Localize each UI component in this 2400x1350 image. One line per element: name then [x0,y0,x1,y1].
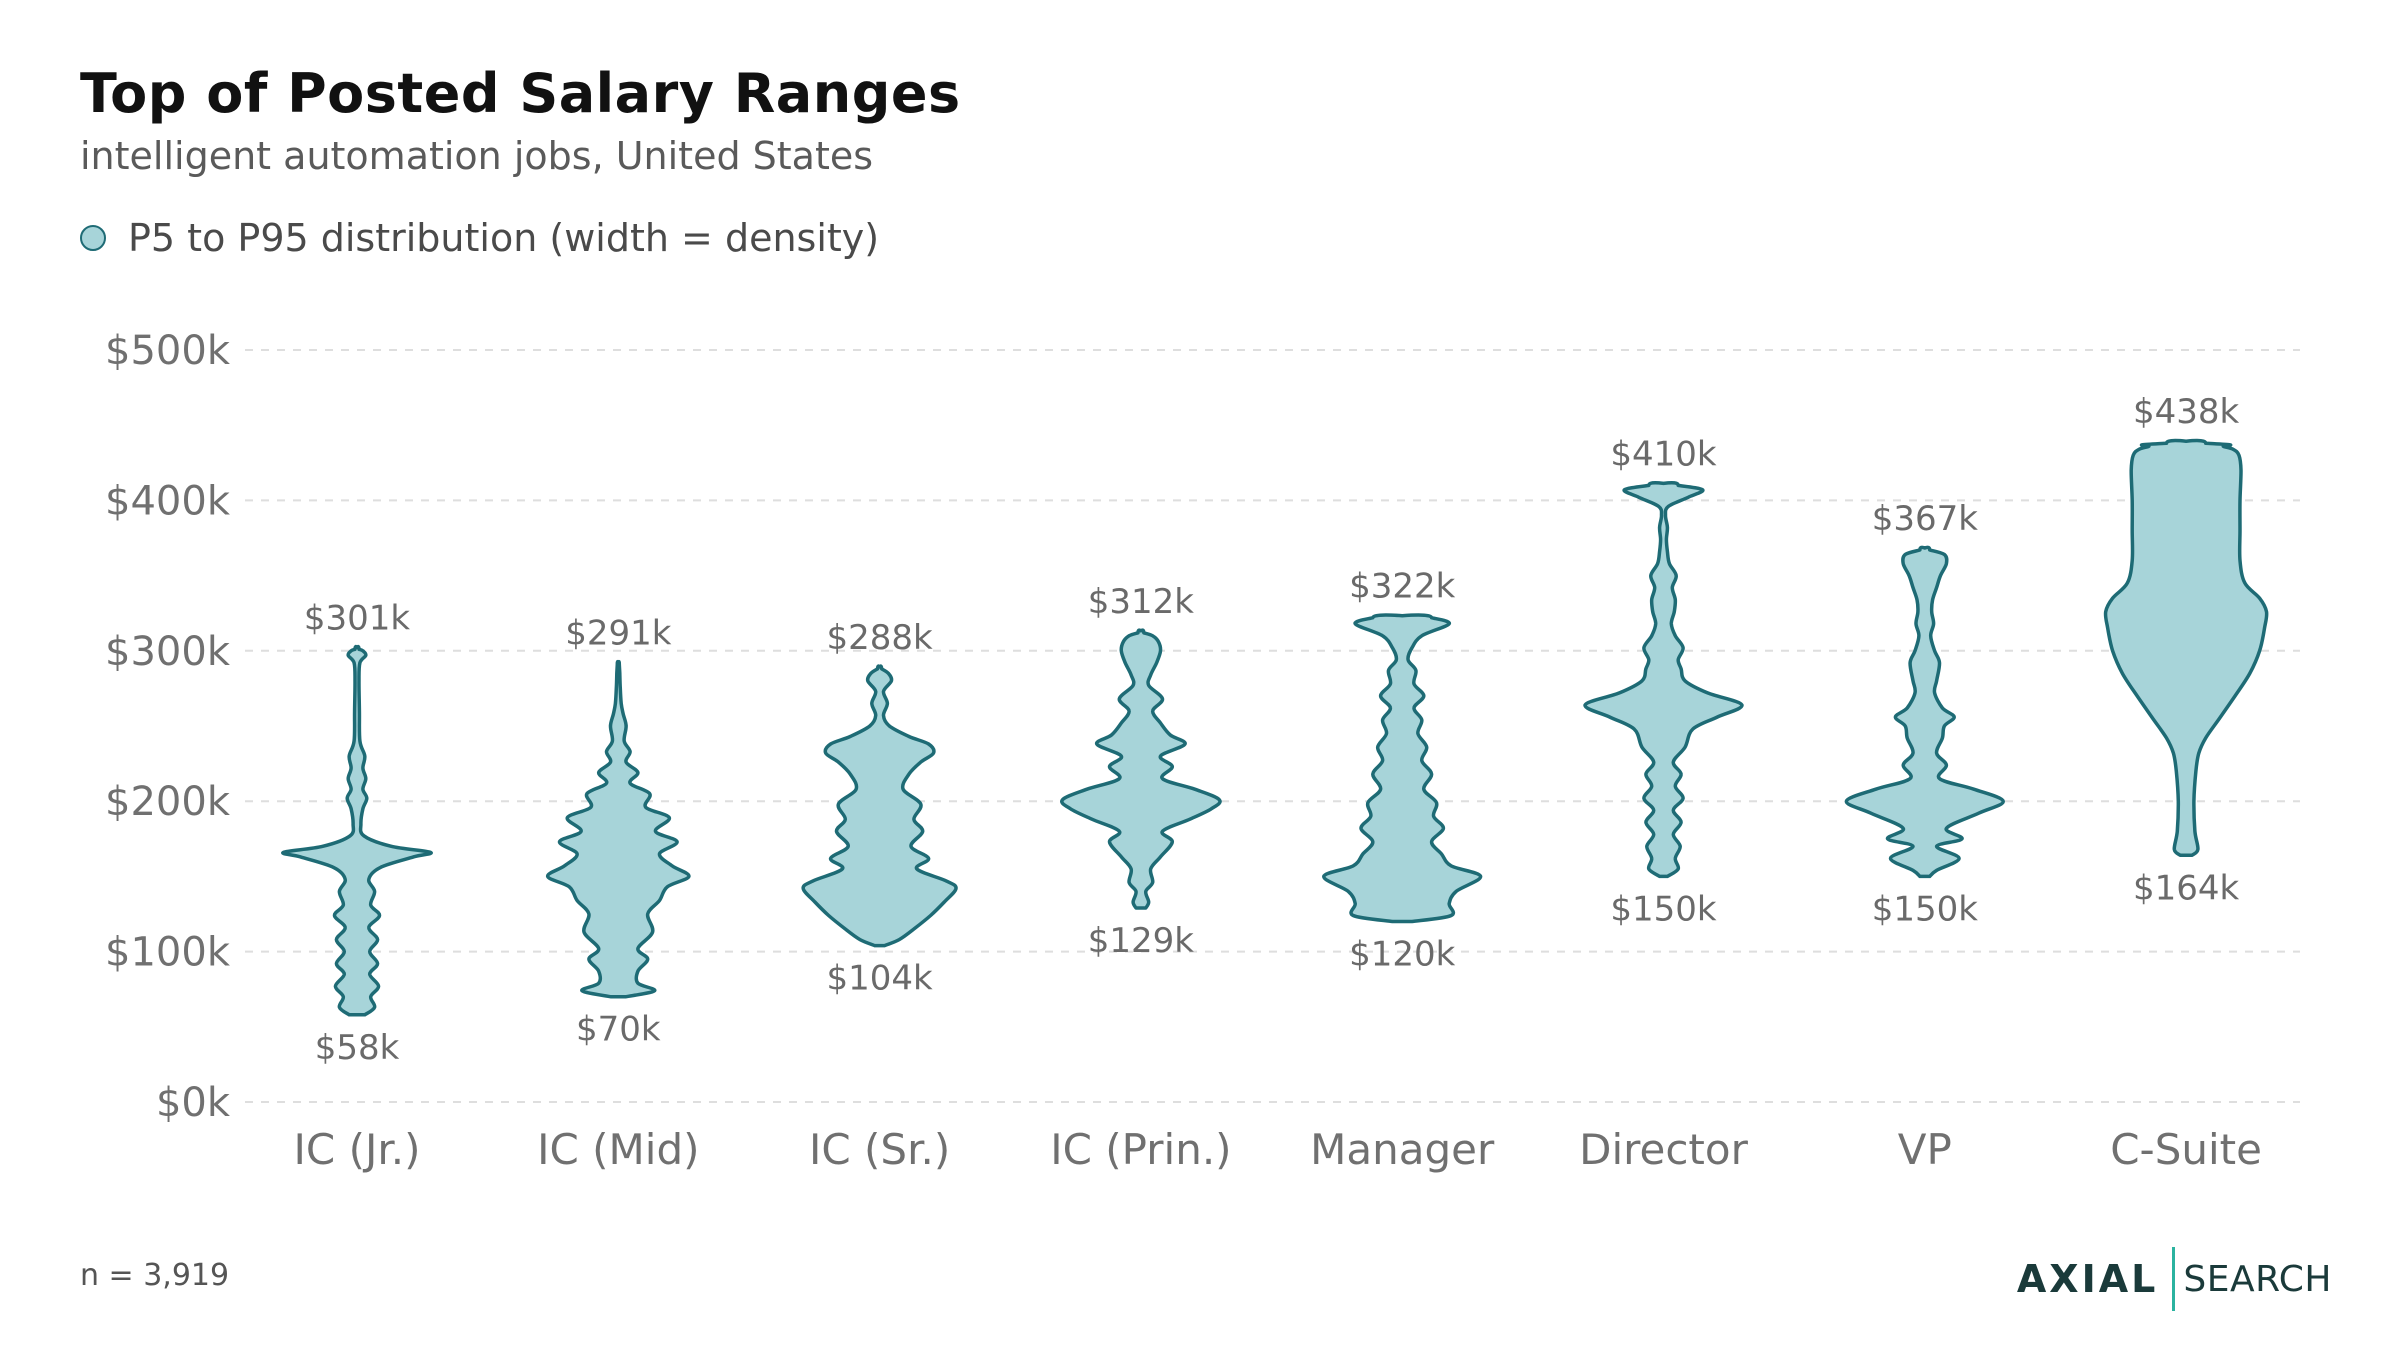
y-tick-label: $400k [105,478,231,524]
x-category-label: Manager [1310,1125,1495,1174]
violin-c-suite [2103,438,2269,858]
min-value-label: $70k [576,1010,661,1050]
legend: P5 to P95 distribution (width = density) [80,216,879,260]
y-tick-label: $0k [156,1080,231,1126]
x-category-label: C-Suite [2110,1125,2262,1174]
x-category-label: VP [1898,1125,1952,1174]
min-value-label: $120k [1349,935,1456,975]
max-value-label: $367k [1872,499,1979,539]
chart-subtitle: intelligent automation jobs, United Stat… [80,134,874,178]
violin-ic-prin [1060,628,1222,910]
brand-divider [2172,1247,2176,1311]
max-value-label: $288k [826,618,933,658]
max-value-label: $291k [565,613,672,653]
sample-size-note: n = 3,919 [80,1258,230,1293]
legend-swatch-icon [80,225,106,251]
x-category-label: Director [1579,1125,1748,1174]
y-tick-label: $300k [105,629,231,675]
max-value-label: $322k [1349,567,1456,607]
violin-ic-mid [545,659,691,999]
min-value-label: $150k [1610,889,1717,929]
violin-director [1583,480,1744,879]
legend-label: P5 to P95 distribution (width = density) [128,216,880,260]
min-value-label: $58k [315,1028,400,1068]
max-value-label: $312k [1088,582,1195,622]
min-value-label: $150k [1872,889,1979,929]
x-category-label: IC (Jr.) [294,1125,421,1174]
violins [281,438,2269,1017]
max-value-label: $301k [304,598,411,638]
max-value-label: $410k [1610,434,1717,474]
brand-name-axial: AXIAL [2016,1257,2159,1301]
y-tick-label: $200k [105,779,231,825]
data-labels: $301k $58k $291k $70k $288k $104k $312k $129k $3… [304,392,2240,1068]
chart-title: Top of Posted Salary Ranges [80,62,961,125]
violin-ic-jr [281,644,433,1017]
min-value-label: $164k [2133,868,2240,908]
min-value-label: $104k [826,959,933,999]
y-tick-label: $500k [105,328,231,374]
brand-logo: AXIAL SEARCH [2016,1247,2332,1311]
grid [245,349,2300,1103]
violin-ic-sr [801,664,958,948]
x-axis: IC (Jr.) IC (Mid) IC (Sr.) IC (Prin.) Manage… [294,1125,2262,1174]
x-category-label: IC (Sr.) [809,1125,950,1174]
min-value-label: $129k [1088,921,1195,961]
violin-manager [1322,613,1483,924]
max-value-label: $438k [2133,392,2240,432]
y-tick-label: $100k [105,930,231,976]
violin-vp [1844,545,2005,879]
x-category-label: IC (Mid) [537,1125,699,1174]
x-category-label: IC (Prin.) [1050,1125,1231,1174]
brand-name-search: SEARCH [2183,1258,2332,1300]
y-axis: $0k $100k $200k $300k $400k $500k [105,328,231,1126]
